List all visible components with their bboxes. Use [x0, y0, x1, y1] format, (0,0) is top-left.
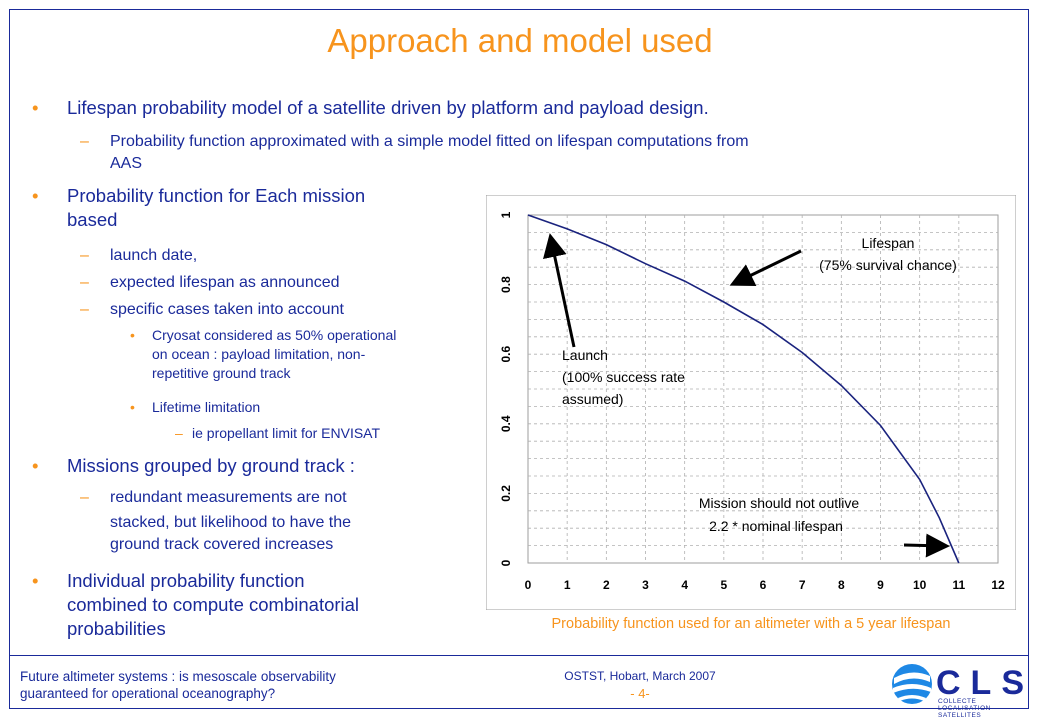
- x-tick-label: 3: [642, 578, 649, 592]
- annotation-launch-l3: assumed): [562, 391, 623, 407]
- dash-marker: –: [175, 425, 183, 441]
- x-tick-label: 10: [913, 578, 927, 592]
- x-tick-label: 2: [603, 578, 610, 592]
- x-tick-label: 6: [760, 578, 767, 592]
- item-cryosat-l2: on ocean : payload limitation, non-: [152, 346, 366, 362]
- x-tick-label: 12: [991, 578, 1005, 592]
- bullet-individual-probability: Individual probability function combined…: [67, 569, 487, 641]
- footer-event: OSTST, Hobart, March 2007 - 4-: [540, 668, 740, 702]
- bullet-marker: •: [130, 327, 135, 343]
- sub-redundant-measurements: redundant measurements are not stacked, …: [110, 487, 460, 556]
- footer-divider: [9, 655, 1029, 656]
- lifespan-arrow: [729, 249, 802, 286]
- bullet-marker: •: [130, 399, 135, 415]
- bullet-marker: •: [32, 455, 39, 476]
- footer-title-l1: Future altimeter systems : is mesoscale …: [20, 669, 336, 684]
- dash-marker: –: [80, 133, 89, 150]
- sub-specific-cases: specific cases taken into account: [110, 301, 344, 318]
- bullet-individual-l3: probabilities: [67, 618, 166, 639]
- annotation-mission-l2: 2.2 * nominal lifespan: [709, 518, 843, 534]
- bullet-marker: •: [32, 570, 39, 591]
- x-tick-label: 1: [564, 578, 571, 592]
- bullet-individual-l2: combined to compute combinatorial: [67, 594, 360, 615]
- x-tick-label: 7: [799, 578, 806, 592]
- annotation-lifespan-l1: Lifespan: [862, 235, 915, 251]
- sub-bullet-probability-approx: Probability function approximated with a…: [110, 133, 749, 150]
- chart-grid: [528, 215, 998, 563]
- slide-title: Approach and model used: [327, 22, 713, 59]
- y-tick-label: 0.6: [499, 346, 513, 363]
- bullet-lifespan-model: Lifespan probability model of a satellit…: [67, 97, 709, 118]
- x-tick-label: 5: [720, 578, 727, 592]
- page-number: - 4-: [630, 686, 650, 701]
- x-tick-label: 0: [525, 578, 532, 592]
- footer-title-l2: guaranteed for operational oceanography?: [20, 686, 276, 701]
- y-tick-label: 0.2: [499, 485, 513, 502]
- bullet-marker: •: [32, 185, 39, 206]
- x-tick-label: 9: [877, 578, 884, 592]
- bullet-marker: •: [32, 97, 39, 118]
- annotation-mission-l1: Mission should not outlive: [699, 495, 860, 511]
- sub-expected-lifespan: expected lifespan as announced: [110, 274, 340, 291]
- y-tick-label: 0: [499, 559, 513, 566]
- dash-marker: –: [80, 301, 89, 318]
- annotation-lifespan-l2: (75% survival chance): [819, 257, 957, 273]
- x-tick-label: 11: [952, 578, 965, 592]
- y-tick-label: 0.4: [499, 415, 513, 432]
- logo-letters: CLS: [936, 664, 1034, 702]
- probability-curve: [527, 214, 960, 564]
- cls-logo: CLS COLLECTE LOCALISATION SATELLITES: [890, 662, 1030, 719]
- dash-marker: –: [80, 274, 89, 291]
- footer-event-name: OSTST, Hobart, March 2007: [564, 669, 716, 683]
- item-cryosat-l3: repetitive ground track: [152, 365, 291, 381]
- item-cryosat: Cryosat considered as 50% operational on…: [152, 326, 482, 383]
- bullet-missions-grouped: Missions grouped by ground track :: [67, 455, 355, 476]
- globe-icon: [892, 664, 932, 704]
- dash-marker: –: [80, 489, 89, 506]
- x-tick-label: 4: [681, 578, 688, 592]
- bullet-each-mission-cont: based: [67, 209, 118, 230]
- annotation-launch-l2: (100% success rate: [562, 369, 685, 385]
- chart-caption: Probability function used for an altimet…: [551, 616, 951, 632]
- bullet-individual-l1: Individual probability function: [67, 570, 305, 591]
- footer-presentation-title: Future altimeter systems : is mesoscale …: [20, 668, 420, 702]
- sub-redundant-l2: stacked, but likelihood to have the: [110, 514, 352, 531]
- sub-redundant-l3: ground track covered increases: [110, 536, 334, 553]
- x-tick-label: 8: [838, 578, 845, 592]
- sub-launch-date: launch date,: [110, 247, 198, 264]
- slide-frame: [9, 9, 1029, 709]
- sub-redundant-l1: redundant measurements are not: [110, 489, 347, 506]
- dash-marker: –: [80, 247, 89, 264]
- item-lifetime-limitation: Lifetime limitation: [152, 399, 261, 415]
- launch-arrow: [543, 233, 576, 348]
- bullet-each-mission: Probability function for Each mission: [67, 185, 366, 206]
- logo-tagline: COLLECTE LOCALISATION SATELLITES: [938, 698, 991, 719]
- y-tick-label: 1: [499, 211, 513, 218]
- mission-arrow: [903, 533, 950, 558]
- item-propellant-limit: ie propellant limit for ENVISAT: [192, 425, 381, 441]
- sub-bullet-probability-approx-cont: AAS: [110, 155, 143, 172]
- item-cryosat-l1: Cryosat considered as 50% operational: [152, 327, 397, 343]
- y-tick-label: 0.8: [499, 276, 513, 293]
- annotation-launch-l1: Launch: [562, 347, 608, 363]
